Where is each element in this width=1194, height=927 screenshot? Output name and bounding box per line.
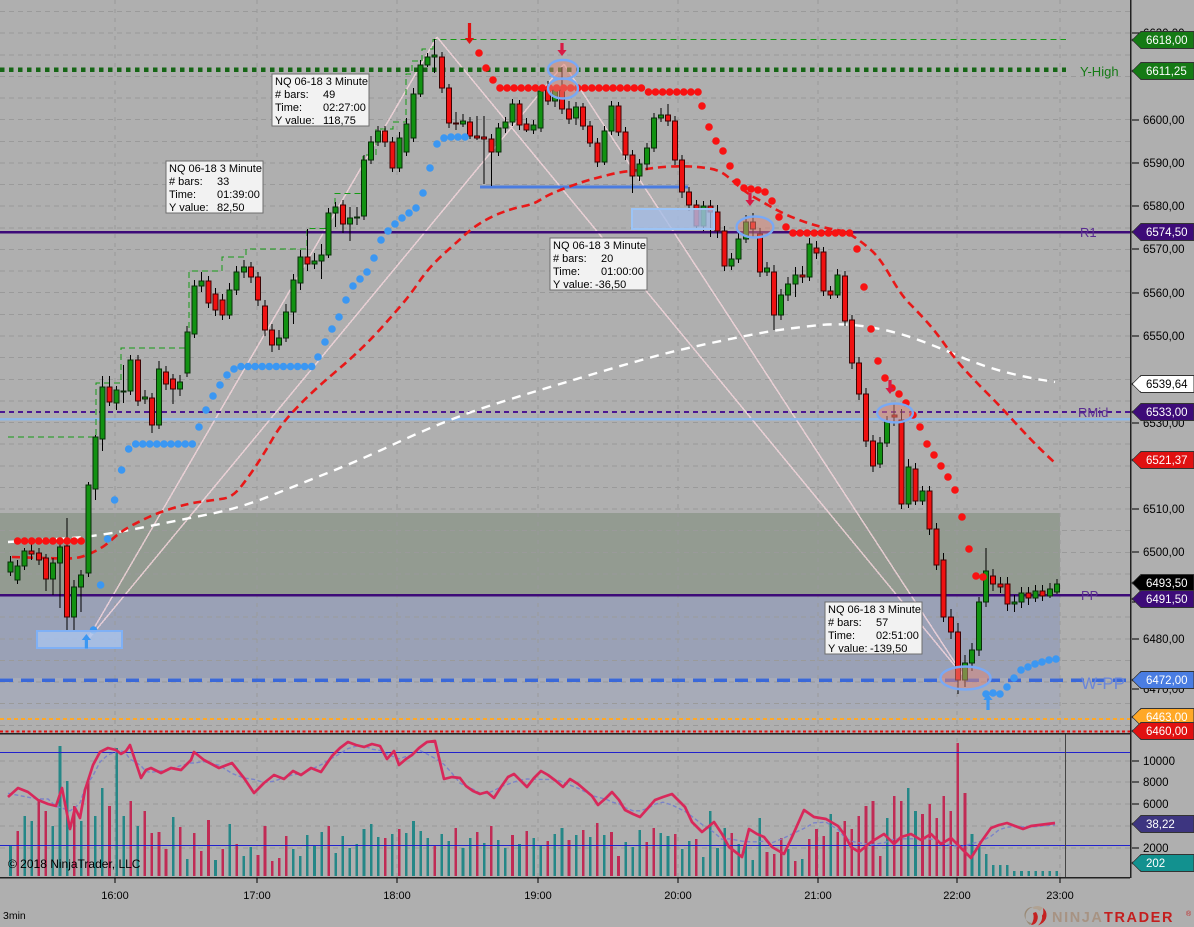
svg-text:# bars:: # bars: [828,617,862,629]
svg-text:Y value:: Y value: [828,643,868,655]
svg-text:33: 33 [217,176,229,188]
svg-text:6463,00: 6463,00 [1146,712,1188,724]
svg-text:6590,00: 6590,00 [1143,158,1185,170]
svg-text:6000: 6000 [1143,799,1169,811]
svg-text:02:27:00: 02:27:00 [323,102,366,114]
svg-text:R1: R1 [1080,225,1097,240]
svg-text:202: 202 [1146,858,1165,870]
svg-text:23:00: 23:00 [1046,890,1074,902]
svg-text:6480,00: 6480,00 [1143,634,1185,646]
svg-text:6460,00: 6460,00 [1146,726,1188,738]
svg-text:NQ 06-18 3 Minute: NQ 06-18 3 Minute [169,163,262,175]
svg-text:01:39:00: 01:39:00 [217,189,260,201]
svg-text:RMid: RMid [1078,405,1108,420]
svg-text:Y value:: Y value: [275,115,315,127]
svg-text:-36,50: -36,50 [595,279,626,291]
svg-text:6510,00: 6510,00 [1143,504,1185,516]
svg-text:Y value:: Y value: [169,202,209,214]
svg-text:© 2018 NinjaTrader, LLC: © 2018 NinjaTrader, LLC [8,857,141,871]
svg-text:6611,25: 6611,25 [1146,66,1187,78]
svg-text:6493,50: 6493,50 [1146,578,1188,590]
svg-text:TRADER: TRADER [1104,910,1174,926]
svg-text:38,22: 38,22 [1146,819,1175,831]
svg-text:®: ® [1186,910,1192,918]
svg-text:6560,00: 6560,00 [1143,288,1185,300]
svg-text:6570,00: 6570,00 [1143,244,1185,256]
svg-text:Time:: Time: [553,266,580,278]
svg-text:-139,50: -139,50 [870,643,907,655]
svg-text:22:00: 22:00 [943,890,971,902]
svg-text:19:00: 19:00 [524,890,552,902]
svg-text:6550,00: 6550,00 [1143,331,1185,343]
svg-text:8000: 8000 [1143,777,1169,789]
svg-text:6530,00: 6530,00 [1143,418,1185,430]
svg-text:Time:: Time: [275,102,302,114]
svg-text:6580,00: 6580,00 [1143,201,1185,213]
svg-text:Y-High: Y-High [1080,64,1119,79]
svg-text:01:00:00: 01:00:00 [601,266,644,278]
svg-text:18:00: 18:00 [383,890,411,902]
svg-text:Y value:: Y value: [553,279,593,291]
svg-text:2000: 2000 [1143,843,1169,855]
svg-text:NQ 06-18 3 Minute: NQ 06-18 3 Minute [553,240,646,252]
svg-text:Time:: Time: [169,189,196,201]
svg-text:16:00: 16:00 [101,890,129,902]
svg-text:# bars:: # bars: [553,253,587,265]
svg-text:6472,00: 6472,00 [1146,675,1188,687]
svg-text:10000: 10000 [1143,756,1175,768]
svg-text:NQ 06-18 3 Minute: NQ 06-18 3 Minute [828,604,921,616]
svg-text:3min: 3min [3,910,26,922]
svg-text:49: 49 [323,89,335,101]
svg-text:# bars:: # bars: [169,176,203,188]
svg-text:6521,37: 6521,37 [1146,455,1188,467]
svg-text:57: 57 [876,617,888,629]
svg-text:PP: PP [1081,588,1098,603]
svg-text:Time:: Time: [828,630,855,642]
svg-text:82,50: 82,50 [217,202,245,214]
svg-text:6618,00: 6618,00 [1146,35,1188,47]
svg-text:6600,00: 6600,00 [1143,115,1185,127]
svg-text:W-PP: W-PP [1081,674,1125,693]
svg-text:6574,50: 6574,50 [1146,227,1188,239]
svg-text:02:51:00: 02:51:00 [876,630,919,642]
svg-text:6539,64: 6539,64 [1146,379,1188,391]
svg-text:NINJA: NINJA [1052,910,1104,926]
svg-text:NQ 06-18 3 Minute: NQ 06-18 3 Minute [275,76,368,88]
svg-text:6500,00: 6500,00 [1143,547,1185,559]
svg-text:17:00: 17:00 [243,890,271,902]
svg-text:6533,00: 6533,00 [1146,407,1188,419]
svg-text:# bars:: # bars: [275,89,309,101]
svg-text:6491,50: 6491,50 [1146,594,1188,606]
svg-text:20: 20 [601,253,613,265]
svg-text:20:00: 20:00 [664,890,692,902]
svg-text:118,75: 118,75 [323,115,356,127]
svg-text:21:00: 21:00 [804,890,832,902]
